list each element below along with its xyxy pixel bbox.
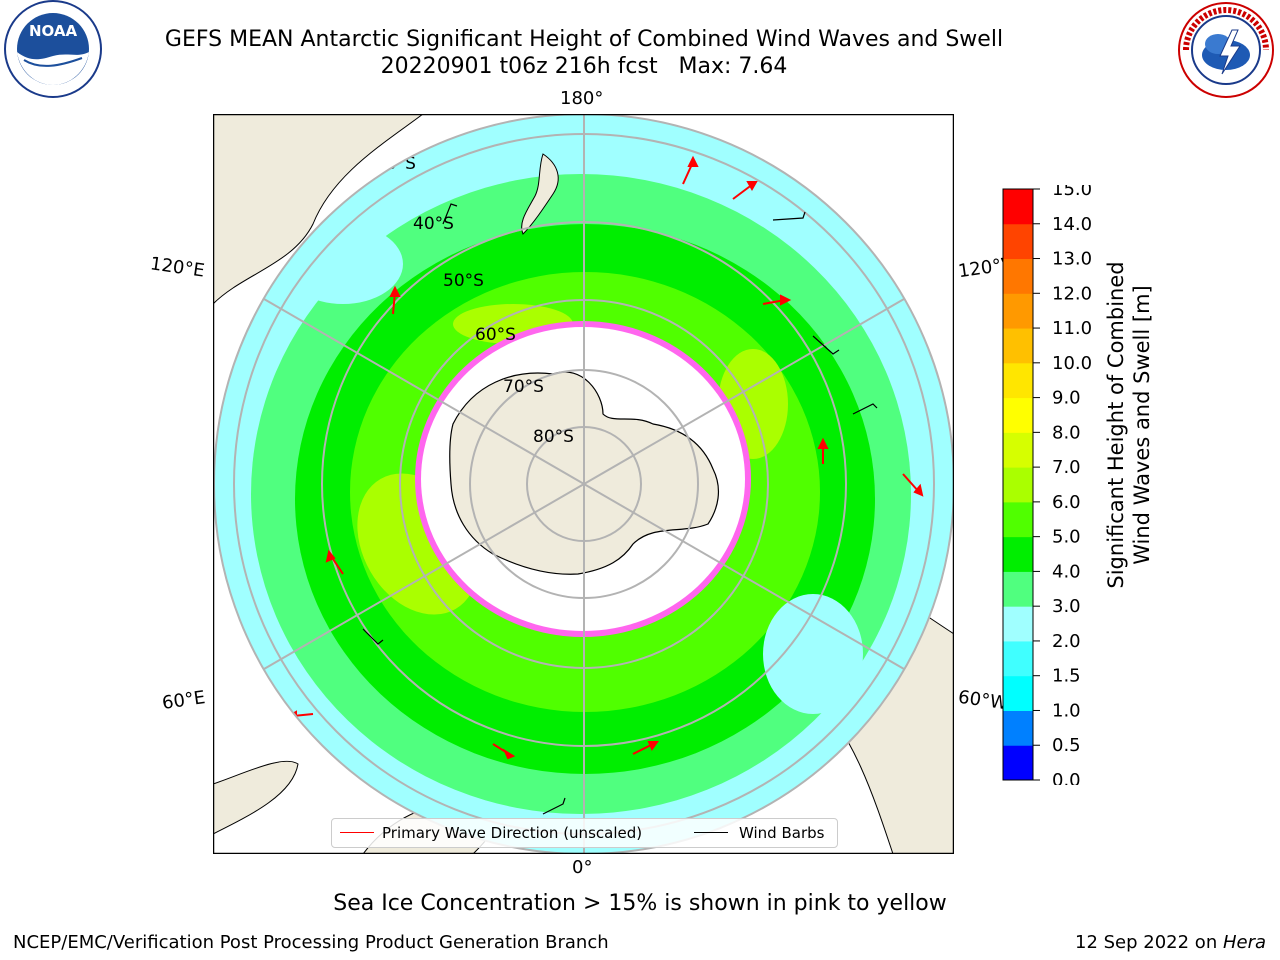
new-zealand-land — [521, 153, 559, 235]
credit-text: NCEP/EMC/Verification Post Processing Pr… — [13, 932, 609, 953]
colorbar-swatch — [1003, 606, 1033, 642]
legend-wave-direction-swatch — [340, 832, 374, 833]
colorbar-swatch — [1003, 362, 1033, 399]
wave-direction-arrows — [286, 155, 924, 760]
colorbar-tick-label: 3.0 — [1052, 596, 1081, 617]
legend-wind-barbs-label: Wind Barbs — [739, 824, 825, 842]
map-frame-border — [212, 113, 955, 855]
colorbar-label-line2: Wind Waves and Swell [m] — [1130, 285, 1154, 565]
colorbar-tick-label: 11.0 — [1052, 318, 1092, 339]
colorbar-label-line1: Significant Height of Combined — [1104, 261, 1128, 589]
legend-wind-barbs-swatch — [694, 832, 728, 833]
wave-band-low-drake — [763, 594, 863, 714]
colorbar: 0.0 0.5 1.0 1.5 2.0 3.0 4.0 5.0 6.0 7.0 8.0 9.0 10.0… — [1002, 185, 1092, 785]
colorbar-swatch — [1003, 640, 1033, 677]
wind-barbs — [362, 203, 878, 815]
lon-label-0: 0° — [572, 857, 593, 878]
colorbar-swatch — [1003, 745, 1033, 781]
map-panel: 30°S 40°S 50°S 60°S 70°S 80°S Primary Wa… — [212, 113, 955, 855]
colorbar-tick-label: 9.0 — [1052, 388, 1081, 409]
colorbar-tick-label: 13.0 — [1052, 249, 1092, 270]
australia-land — [213, 114, 424, 305]
colorbar-swatch — [1003, 397, 1033, 433]
colorbar-swatch — [1003, 710, 1033, 746]
colorbar-label: Significant Height of Combined Wind Wave… — [1103, 261, 1280, 665]
nws-logo-icon — [1178, 2, 1274, 98]
colorbar-swatches — [1003, 189, 1033, 781]
colorbar-swatch — [1003, 258, 1033, 294]
colorbar-tick-label: 6.0 — [1052, 492, 1081, 513]
lon-label-180: 180° — [560, 88, 604, 109]
colorbar-swatch — [1003, 223, 1033, 260]
date-label: 12 Sep 2022 on — [1075, 932, 1223, 953]
noaa-logo-icon: NOAA — [4, 0, 102, 98]
colorbar-swatch — [1003, 328, 1033, 364]
colorbar-label-text: Significant Height of Combined Wind Wave… — [1103, 185, 1155, 665]
colorbar-tick-label: 10.0 — [1052, 353, 1092, 374]
chart-subtitle: 20220901 t06z 216h fcst Max: 7.64 — [380, 54, 788, 79]
svg-text:NOAA: NOAA — [29, 22, 78, 40]
south-africa-land — [213, 760, 299, 835]
colorbar-tick-label: 0.5 — [1052, 735, 1081, 756]
lat-label-60s: 60°S — [475, 325, 516, 345]
colorbar-border — [1002, 188, 1034, 781]
lon-label-120e: 120°E — [148, 253, 206, 282]
colorbar-tick-label: 1.5 — [1052, 666, 1081, 687]
lon-label-60e: 60°E — [160, 687, 207, 714]
legend-wave-direction-label: Primary Wave Direction (unscaled) — [382, 824, 643, 842]
colorbar-swatch — [1003, 432, 1033, 468]
colorbar-swatch — [1003, 293, 1033, 329]
lat-label-40s: 40°S — [413, 214, 454, 234]
colorbar-swatch — [1003, 536, 1033, 572]
colorbar-ticks: 0.0 0.5 1.0 1.5 2.0 3.0 4.0 5.0 6.0 7.0 8.0 9.0 10.0… — [1033, 185, 1092, 785]
colorbar-swatch — [1003, 675, 1033, 711]
lat-label-50s: 50°S — [443, 271, 484, 291]
colorbar-tick-label: 14.0 — [1052, 214, 1092, 235]
sea-ice-note: Sea Ice Concentration > 15% is shown in … — [333, 891, 947, 916]
wave-band-low-australia — [283, 224, 403, 304]
date-text: 12 Sep 2022 on Hera — [1075, 932, 1266, 953]
colorbar-tick-label: 4.0 — [1052, 561, 1081, 582]
colorbar-swatch — [1003, 467, 1033, 503]
colorbar-tick-label: 2.0 — [1052, 631, 1081, 652]
colorbar-tick-label: 7.0 — [1052, 457, 1081, 478]
map-legend: Primary Wave Direction (unscaled) Wind B… — [331, 818, 838, 848]
colorbar-tick-label: 5.0 — [1052, 527, 1081, 548]
colorbar-tick-label: 0.0 — [1052, 770, 1081, 785]
lat-label-80s: 80°S — [533, 427, 574, 447]
colorbar-swatch — [1003, 571, 1033, 607]
colorbar-tick-label: 15.0 — [1052, 185, 1092, 200]
colorbar-tick-label: 1.0 — [1052, 700, 1081, 721]
colorbar-tick-label: 12.0 — [1052, 283, 1092, 304]
lat-label-70s: 70°S — [503, 377, 544, 397]
colorbar-swatch — [1003, 501, 1033, 538]
map-svg: 30°S 40°S 50°S 60°S 70°S 80°S — [212, 113, 955, 855]
colorbar-tick-label: 8.0 — [1052, 422, 1081, 443]
host-label: Hera — [1222, 932, 1266, 953]
colorbar-swatch — [1003, 189, 1033, 225]
chart-title: GEFS MEAN Antarctic Significant Height o… — [164, 27, 1004, 52]
